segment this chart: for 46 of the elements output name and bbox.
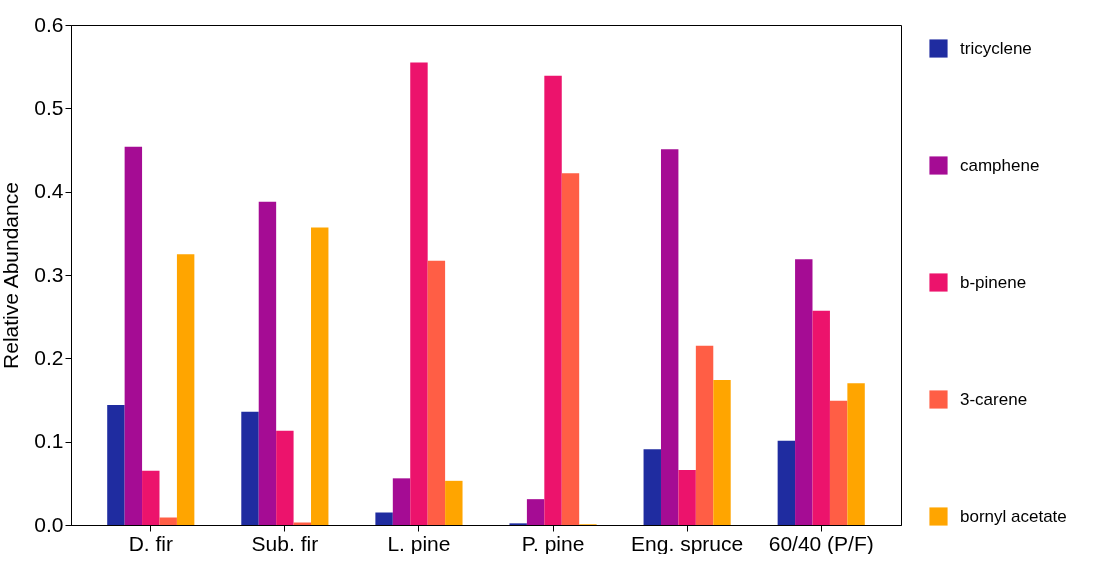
bar — [142, 470, 160, 525]
bar — [410, 62, 428, 525]
x-tick-label: P. pine — [521, 531, 585, 555]
x-tick-label: D. fir — [128, 531, 173, 555]
legend-label: b-pinene — [960, 272, 1027, 292]
bar — [311, 227, 329, 525]
bar — [678, 470, 696, 525]
bar — [695, 345, 714, 525]
bar — [258, 201, 277, 525]
bar — [829, 400, 848, 525]
bar — [392, 478, 411, 525]
bar — [777, 440, 796, 525]
bar — [544, 75, 562, 525]
bar — [660, 149, 679, 525]
x-tick-label: 60/40 (P/F) — [768, 531, 874, 555]
y-tick-label: 0.6 — [34, 12, 64, 36]
y-tick-label: 0.4 — [34, 179, 64, 203]
bar — [847, 383, 865, 525]
bar — [713, 380, 731, 525]
bar — [812, 310, 830, 525]
bar — [561, 173, 580, 525]
x-tick-label: Sub. fir — [251, 531, 319, 555]
legend-label: bornyl acetate — [960, 506, 1067, 526]
bar — [643, 449, 661, 525]
bar — [276, 430, 294, 525]
bar — [241, 411, 259, 525]
bar — [795, 259, 813, 525]
bar — [159, 517, 177, 525]
bar — [375, 512, 393, 525]
y-axis-title: Relative Abundance — [0, 182, 23, 369]
bar — [107, 405, 125, 525]
y-tick-label: 0.5 — [34, 95, 64, 119]
legend-label: 3-carene — [960, 389, 1028, 409]
y-tick-label: 0.2 — [34, 345, 64, 369]
bar — [526, 499, 545, 525]
bar — [445, 480, 463, 525]
legend-label: tricyclene — [960, 38, 1032, 58]
y-tick-label: 0.3 — [34, 262, 64, 286]
x-tick-label: Eng. spruce — [631, 531, 744, 555]
y-tick-label: 0.0 — [34, 512, 64, 536]
bar — [124, 146, 143, 525]
bar — [427, 260, 446, 525]
y-tick-label: 0.1 — [34, 429, 64, 453]
bar — [176, 254, 195, 525]
legend-label: camphene — [960, 155, 1040, 175]
x-tick-label: L. pine — [387, 531, 451, 555]
